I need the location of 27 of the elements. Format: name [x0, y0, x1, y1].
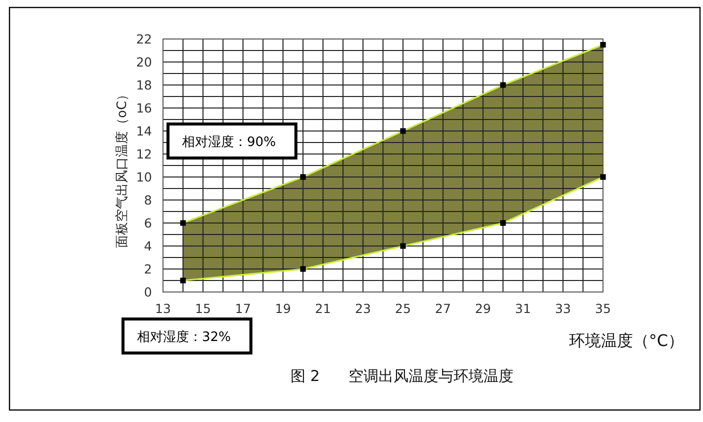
y-axis-title: 面板空气出风口温度（oC）: [114, 88, 130, 248]
x-tick-label: 25: [395, 301, 411, 316]
y-tick-label: 8: [144, 192, 152, 208]
y-tick-label: 4: [144, 238, 152, 254]
x-tick-label: 29: [475, 301, 491, 316]
y-tick-label: 10: [136, 170, 152, 184]
y-tick-label: 20: [136, 54, 152, 70]
x-tick-label: 33: [555, 301, 571, 316]
y-tick-label: 0: [144, 284, 152, 300]
x-tick-label: 19: [275, 301, 291, 316]
y-tick-label: 16: [136, 100, 152, 116]
text: 图 2 空调出风温度与环境温度: [290, 367, 514, 385]
y-tick-label: 6: [144, 216, 152, 230]
y-tick-label: 14: [136, 124, 152, 138]
x-tick-label: 21: [315, 301, 331, 316]
y-tick-label: 22: [136, 32, 152, 46]
x-tick-label: 31: [515, 301, 531, 316]
y-tick-label: 12: [136, 146, 152, 162]
x-tick-label: 17: [235, 301, 251, 316]
x-tick-label: 23: [355, 301, 371, 316]
x-tick-label: 15: [195, 301, 211, 316]
x-tick-label: 27: [435, 301, 451, 316]
x-tick-label: 13: [155, 301, 171, 316]
y-tick-label: 2: [144, 262, 152, 276]
x-axis-title: 环境温度（°C）: [568, 331, 684, 350]
x-tick-label: 35: [595, 301, 611, 316]
y-tick-label: 18: [136, 78, 152, 92]
